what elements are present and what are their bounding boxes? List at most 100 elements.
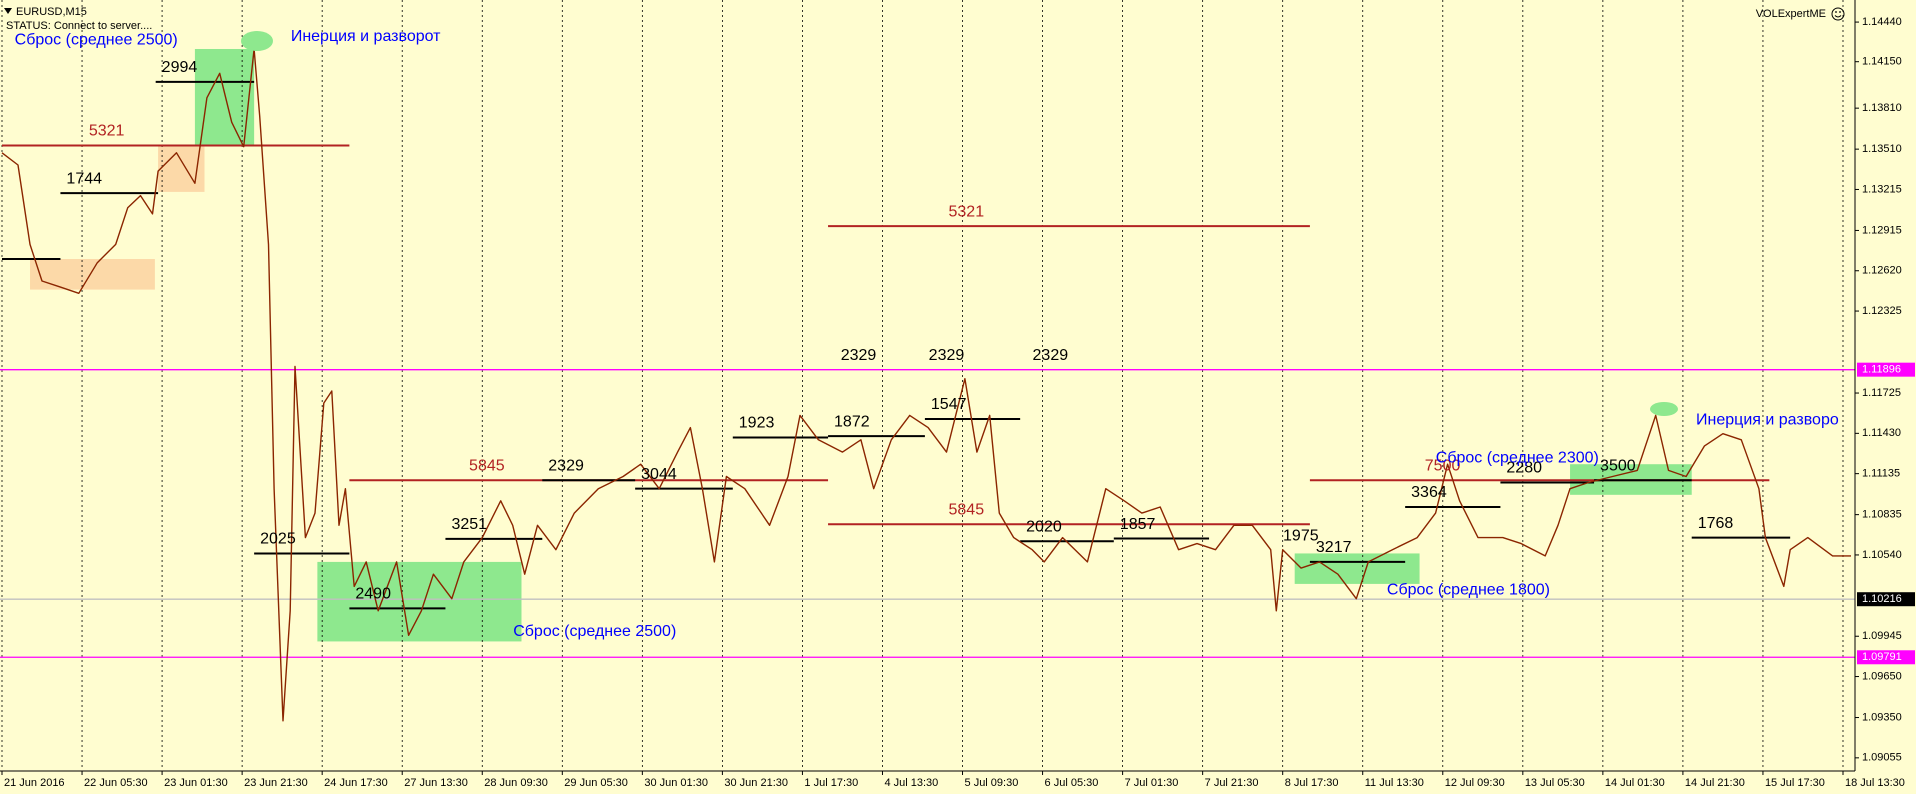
level-label: 1923 [739, 415, 775, 432]
y-tick-label: 1.12325 [1862, 305, 1902, 317]
x-tick-label: 30 Jun 21:30 [724, 777, 788, 789]
y-tick-label: 1.09055 [1862, 752, 1902, 764]
annotation: Сброс (среднее 2500) [513, 623, 676, 640]
x-tick-label: 23 Jun 01:30 [164, 777, 228, 789]
y-tick-label: 1.14440 [1862, 16, 1902, 28]
y-tick-label: 1.13215 [1862, 183, 1902, 195]
y-tick-label: 1.13810 [1862, 102, 1902, 114]
price-label-box [1857, 650, 1915, 665]
price-label: 1.11896 [1862, 364, 1901, 376]
zone [194, 48, 255, 146]
annotation: 1975 [1283, 528, 1319, 545]
front-layer: 21 Jun 2016 22 Jun 05:30 23 Jun 01:30 23 Ju… [4, 16, 1915, 789]
y-tick-label: 1.09650 [1862, 670, 1902, 682]
zone [317, 561, 522, 642]
x-tick-label: 5 Jul 09:30 [965, 777, 1019, 789]
x-tick-label: 28 Jun 09:30 [484, 777, 548, 789]
y-tick-label: 1.12915 [1862, 224, 1902, 236]
level-label: 5845 [469, 457, 505, 474]
x-tick-label: 11 Jul 13:30 [1365, 777, 1424, 789]
x-tick-label: 21 Jun 2016 [4, 777, 65, 789]
y-tick-label: 1.12620 [1862, 265, 1902, 277]
x-tick-label: 14 Jul 01:30 [1605, 777, 1665, 789]
price-label: 1.09791 [1862, 651, 1902, 663]
x-tick-label: 14 Jul 21:30 [1685, 777, 1745, 789]
annotation: Сброс (среднее 1800) [1387, 581, 1550, 598]
level-label: 7500 [1425, 457, 1461, 474]
level-label: 2020 [1026, 518, 1062, 535]
level-label: 3364 [1411, 484, 1447, 501]
x-tick-label: 7 Jul 21:30 [1205, 777, 1259, 789]
x-tick-label: 4 Jul 13:30 [884, 777, 938, 789]
watermark: VOLExpertME [1756, 8, 1826, 20]
level-label: 3251 [451, 516, 487, 533]
x-tick-label: 13 Jul 05:30 [1525, 777, 1585, 789]
x-tick-label: 6 Jul 05:30 [1045, 777, 1099, 789]
smiley-icon[interactable] [1831, 7, 1845, 21]
x-tick-label: 1 Jul 17:30 [804, 777, 858, 789]
symbol-title: EURUSD,M15 [16, 6, 87, 18]
smiley-mouth [1834, 15, 1842, 18]
menu-arrow[interactable] [4, 8, 12, 14]
y-tick-label: 1.10835 [1862, 509, 1902, 521]
x-tick-label: 8 Jul 17:30 [1285, 777, 1339, 789]
mid-layer [1, 48, 1851, 722]
level-label: 1872 [834, 413, 870, 430]
back-layer [0, 0, 1859, 775]
price-line-series [1, 48, 1851, 722]
y-tick-label: 1.11725 [1862, 387, 1901, 399]
y-tick-label: 1.14150 [1862, 56, 1902, 68]
x-tick-label: 30 Jun 01:30 [644, 777, 708, 789]
smiley-eye [1839, 11, 1841, 13]
highlight-blob [1650, 402, 1678, 416]
x-tick-label: 27 Jun 13:30 [404, 777, 468, 789]
annotation: Сброс (среднее 2500) [15, 32, 178, 49]
y-tick-label: 1.09350 [1862, 711, 1902, 723]
annotation: 2329 [1033, 347, 1069, 364]
x-tick-label: 7 Jul 01:30 [1125, 777, 1179, 789]
highlight-blob [241, 31, 273, 51]
x-tick-label: 22 Jun 05:30 [84, 777, 148, 789]
annotation: 2329 [929, 347, 965, 364]
annotation: Сброс (среднее 2300) [1436, 449, 1599, 466]
level-label: 5321 [949, 203, 985, 220]
annotation: 2329 [841, 347, 877, 364]
level-label: 2994 [162, 59, 198, 76]
level-label: 3044 [641, 466, 677, 483]
price-label: 1.10216 [1862, 593, 1902, 605]
y-tick-label: 1.11135 [1862, 468, 1900, 480]
level-label: 5321 [89, 123, 125, 140]
level-label: 2329 [548, 457, 584, 474]
x-tick-label: 24 Jun 17:30 [324, 777, 388, 789]
status-text: STATUS: Connect to server.... [6, 20, 152, 32]
zone [30, 258, 155, 290]
annotation: Инерция и разворот [291, 28, 441, 45]
level-label: 5845 [949, 501, 985, 518]
x-tick-label: 15 Jul 17:30 [1765, 777, 1825, 789]
x-tick-label: 18 Jul 13:30 [1845, 777, 1905, 789]
level-label: 3500 [1600, 457, 1636, 474]
level-label: 1857 [1120, 516, 1156, 533]
y-tick-label: 1.10540 [1862, 549, 1902, 561]
price-label-box [1857, 592, 1915, 607]
x-tick-label: 12 Jul 09:30 [1445, 777, 1505, 789]
level-label: 1744 [66, 170, 102, 187]
level-label: 1547 [931, 396, 967, 413]
smiley-eye [1835, 11, 1837, 13]
level-label: 2025 [260, 531, 296, 548]
y-tick-label: 1.11430 [1862, 427, 1901, 439]
level-label: 2490 [355, 586, 391, 603]
level-label: 2280 [1506, 460, 1542, 477]
y-tick-label: 1.09945 [1862, 630, 1902, 642]
annotation: Инерция и разворо [1696, 412, 1839, 429]
zone [1294, 553, 1420, 584]
y-tick-label: 1.13510 [1862, 143, 1902, 155]
price-label-box [1857, 362, 1915, 377]
x-tick-label: 23 Jun 21:30 [244, 777, 308, 789]
level-label: 3217 [1316, 539, 1352, 556]
x-tick-label: 29 Jun 05:30 [564, 777, 628, 789]
level-label: 1768 [1698, 515, 1734, 532]
